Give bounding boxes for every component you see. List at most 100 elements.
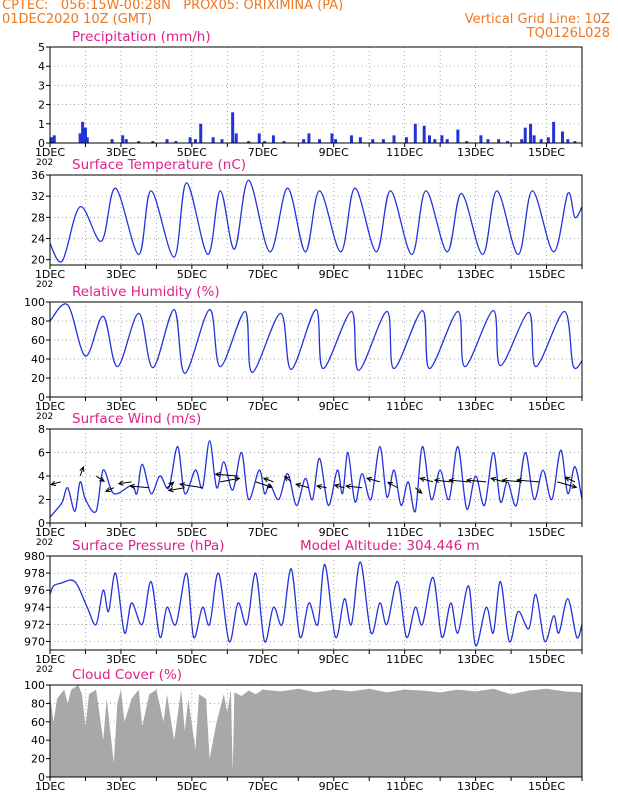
precip-bar [334,139,338,143]
x-tick-label: 7DEC [248,653,278,666]
x-tick-label: 3DEC [106,526,136,539]
precip-bar [81,121,85,143]
panel-title: Surface Temperature (nC) [72,157,246,173]
precip-bar [85,137,89,143]
panel-wind: 0 2 4 6 8 1DEC 3DEC 5DEC 7DEC 9DEC 11DEC 13DEC 15DEC… [35,411,583,548]
panel-title: Relative Humidity (%) [72,284,220,300]
wind-arrow [465,477,487,484]
header-line1: CPTEC: 056:15W-00:28N PROX05: ORIXIMINA … [2,0,344,13]
plot-area-temperature [50,179,582,263]
precip-bar [199,123,203,143]
precip-bar [456,129,460,143]
x-tick-label: 13DEC [457,653,494,666]
y-tick-label: 2 [38,99,45,112]
precip-bar [506,141,510,143]
year-label: 202 [36,665,53,675]
x-tick-label: 13DEC [457,268,494,281]
precip-bar [151,141,155,143]
precip-bar [427,135,431,143]
precip-bar [560,131,564,143]
header-datetime: 01DEC2020 10Z (GMT) [2,12,153,27]
x-tick-label: 9DEC [319,268,349,281]
wind-arrow [501,477,522,484]
precip-bar [371,139,375,143]
x-tick-label: 1DEC [35,268,65,281]
panel-temperature: 20 24 28 32 36 1DEC 3DEC 5DEC 7DEC 9DEC 11DEC 13DEC… [31,157,583,290]
precip-bar [188,137,192,143]
x-tick-label: 11DEC [386,146,423,159]
wind-arrow [128,483,150,489]
precip-bar [445,139,449,143]
y-tick-label: 80 [31,697,45,710]
precip-bar [83,127,87,143]
precip-bar [50,137,54,143]
panel-humidity: 0 20 40 60 80 100 1DEC 3DEC 5DEC 7DEC 9DEC 11DEC 13D… [24,284,583,422]
precip-bar [52,135,56,143]
panel-frame [49,684,583,778]
y-tick-label: 2 [38,494,45,507]
cloud-cover-area [50,685,582,777]
wind-arrow [490,476,505,483]
precip-bar [302,139,306,143]
y-tick-label: 28 [31,211,45,224]
wind-arrow [255,481,273,489]
precip-bar [247,141,251,143]
precip-bar [282,141,286,143]
precip-bar [307,133,311,143]
precip-bar [546,137,550,143]
wind-arrow [295,482,310,489]
x-tick-label: 5DEC [177,146,207,159]
y-tick-label: 4 [38,60,45,73]
humidity-line [50,303,582,374]
panel-frame [49,174,583,266]
wind-arrow [515,477,540,484]
precip-bar [392,135,396,143]
plot-area-humidity [50,303,582,374]
wind-arrow [104,487,115,492]
wind-line [50,440,582,518]
precip-bar [121,135,125,143]
x-tick-label: 11DEC [386,780,423,793]
precip-bar [78,133,82,143]
precip-bar [174,141,178,143]
x-tick-label: 1DEC [35,780,65,793]
wind-arrow [414,487,423,494]
y-tick-label: 20 [31,753,45,766]
precip-bar [318,139,322,143]
wind-arrow [214,471,239,478]
y-tick-label: 5 [38,41,45,54]
x-tick-label: 7DEC [248,780,278,793]
precip-bar [552,121,556,143]
precip-bar [413,123,417,143]
precip-bar [193,139,197,143]
panel-title: Cloud Cover (%) [72,667,182,683]
y-tick-label: 0 [38,771,45,784]
panel-frame [49,301,583,398]
wind-arrow [344,483,363,490]
y-tick-label: 60 [31,334,45,347]
y-tick-label: 0 [38,137,45,150]
precip-bar [165,139,169,143]
wind-arrow [50,480,61,486]
precip-bar [539,139,543,143]
x-tick-label: 9DEC [319,400,349,413]
wind-arrow [557,481,578,489]
wind-arrow [315,484,327,490]
precip-bar [529,123,533,143]
y-tick-label: 3 [38,79,45,92]
precip-bar [573,141,577,143]
precip-bar [486,139,490,143]
wind-arrow [386,481,398,489]
x-tick-label: 5DEC [177,526,207,539]
precip-bar [532,135,536,143]
y-tick-label: 20 [31,372,45,385]
x-tick-label: 1DEC [35,653,65,666]
y-tick-label: 36 [31,169,45,182]
y-tick-label: 40 [31,353,45,366]
year-label: 202 [36,538,53,548]
wind-arrow [365,476,380,483]
wind-arrow [166,481,175,489]
x-tick-label: 1DEC [35,400,65,413]
header-grid-note: Vertical Grid Line: 10Z [464,12,610,27]
